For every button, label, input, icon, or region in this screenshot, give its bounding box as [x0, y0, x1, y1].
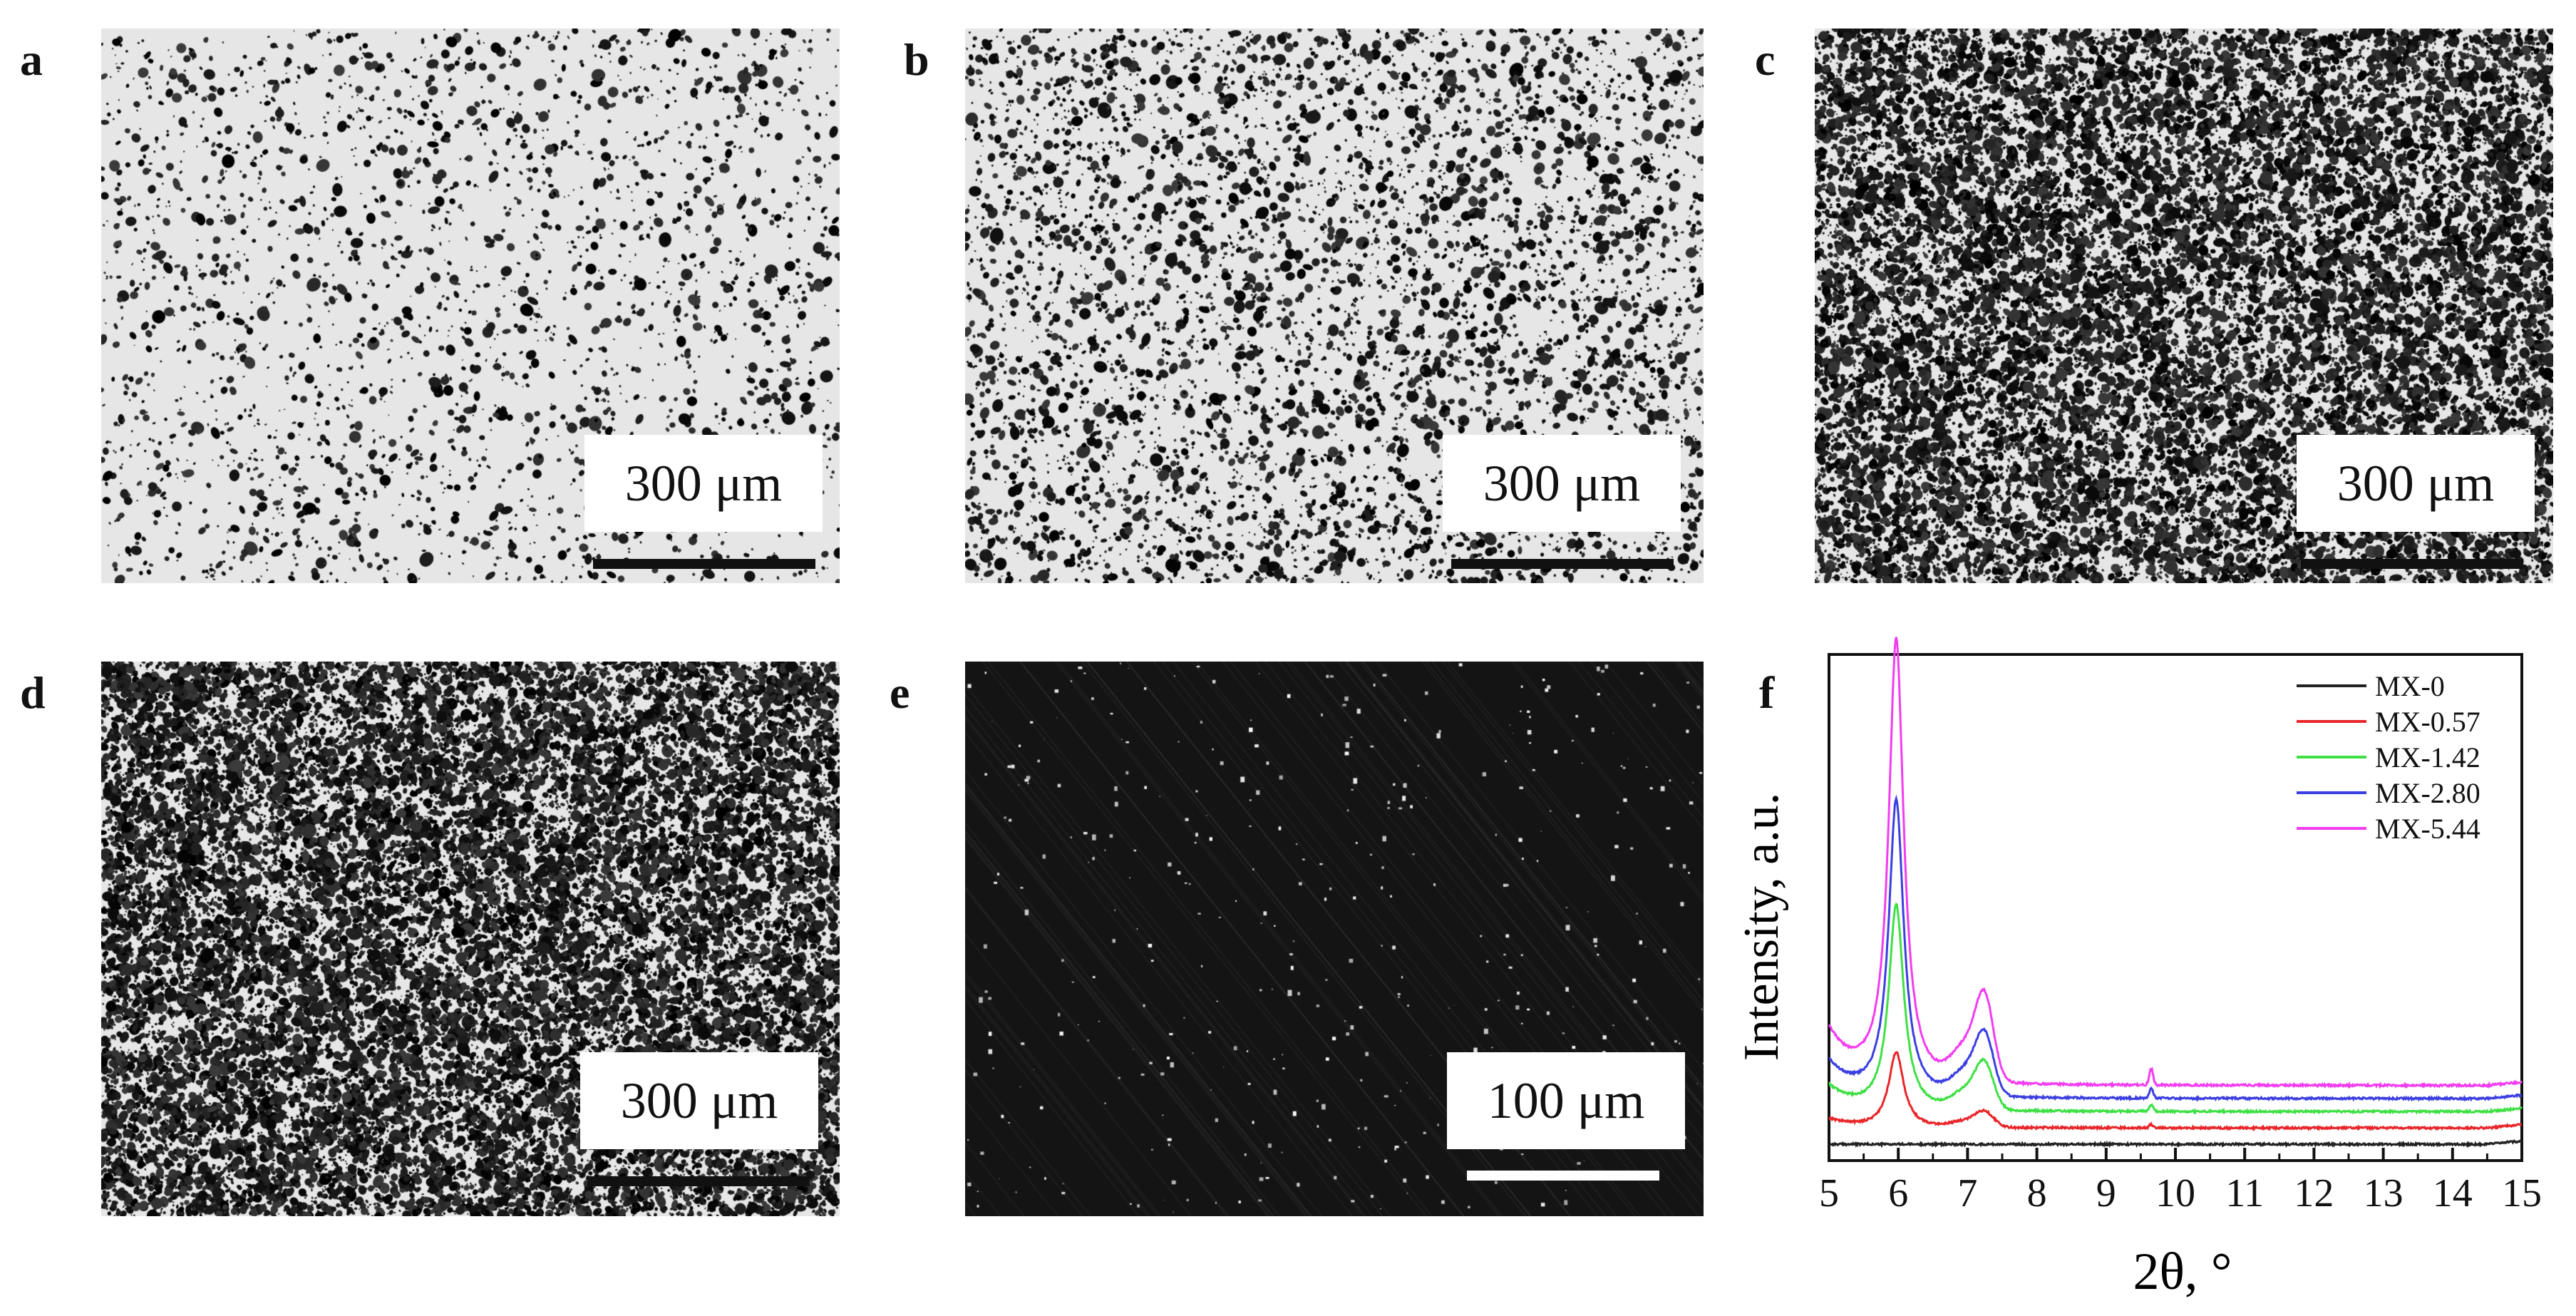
scale-label-e: 100 μm — [1447, 1052, 1685, 1149]
micrograph-a: 300 μm — [101, 29, 840, 583]
micrograph-d: 300 μm — [101, 662, 840, 1216]
x-tick-label: 11 — [2225, 1171, 2264, 1215]
x-tick-label: 13 — [2364, 1171, 2404, 1215]
y-axis-label: Intensity, a.u. — [1734, 793, 1789, 1061]
x-axis-label: 2θ, ° — [2133, 1243, 2232, 1301]
legend-entry: MX-0 — [2375, 670, 2445, 702]
series-line-mx-5-44 — [1828, 637, 2523, 1089]
scale-label-a: 300 μm — [584, 435, 823, 532]
x-tick-label: 7 — [1957, 1171, 1977, 1215]
scale-bar-a — [593, 559, 815, 569]
legend-entry: MX-0.57 — [2375, 706, 2480, 738]
micrograph-c: 300 μm — [1815, 29, 2553, 583]
panel-label-c: c — [1755, 34, 1776, 85]
scale-bar-b — [1451, 559, 1674, 569]
scale-label-c: 300 μm — [2297, 435, 2535, 532]
panel-label-f: f — [1759, 667, 1775, 718]
x-tick-label: 14 — [2433, 1171, 2473, 1215]
x-tick-label: 10 — [2155, 1171, 2195, 1215]
legend-entry: MX-1.42 — [2375, 741, 2480, 773]
panel-label-a: a — [20, 34, 43, 85]
x-tick-label: 6 — [1888, 1171, 1908, 1215]
series-line-mx-0 — [1828, 1139, 2523, 1148]
legend-entry: MX-5.44 — [2375, 813, 2480, 845]
x-tick-label: 12 — [2294, 1171, 2334, 1215]
x-tick-label: 8 — [2027, 1171, 2047, 1215]
series-line-mx-2-80 — [1828, 794, 2523, 1102]
x-tick-label: 5 — [1819, 1171, 1839, 1215]
scale-bar-e — [1467, 1171, 1659, 1181]
scale-label-b: 300 μm — [1443, 435, 1681, 532]
panel-label-b: b — [904, 34, 929, 85]
series-line-mx-0-57 — [1828, 1051, 2523, 1132]
series-line-mx-1-42 — [1828, 903, 2523, 1115]
x-tick-label: 9 — [2096, 1171, 2116, 1215]
scale-label-d: 300 μm — [580, 1052, 818, 1149]
micrograph-b: 300 μm — [965, 29, 1704, 583]
scale-bar-c — [2301, 559, 2523, 569]
panel-label-d: d — [20, 667, 46, 718]
x-tick-label: 15 — [2502, 1171, 2542, 1215]
legend-entry: MX-2.80 — [2375, 777, 2480, 809]
micrograph-e: 100 μm — [965, 662, 1704, 1216]
panel-label-e: e — [890, 667, 910, 718]
scale-bar-d — [587, 1176, 810, 1186]
